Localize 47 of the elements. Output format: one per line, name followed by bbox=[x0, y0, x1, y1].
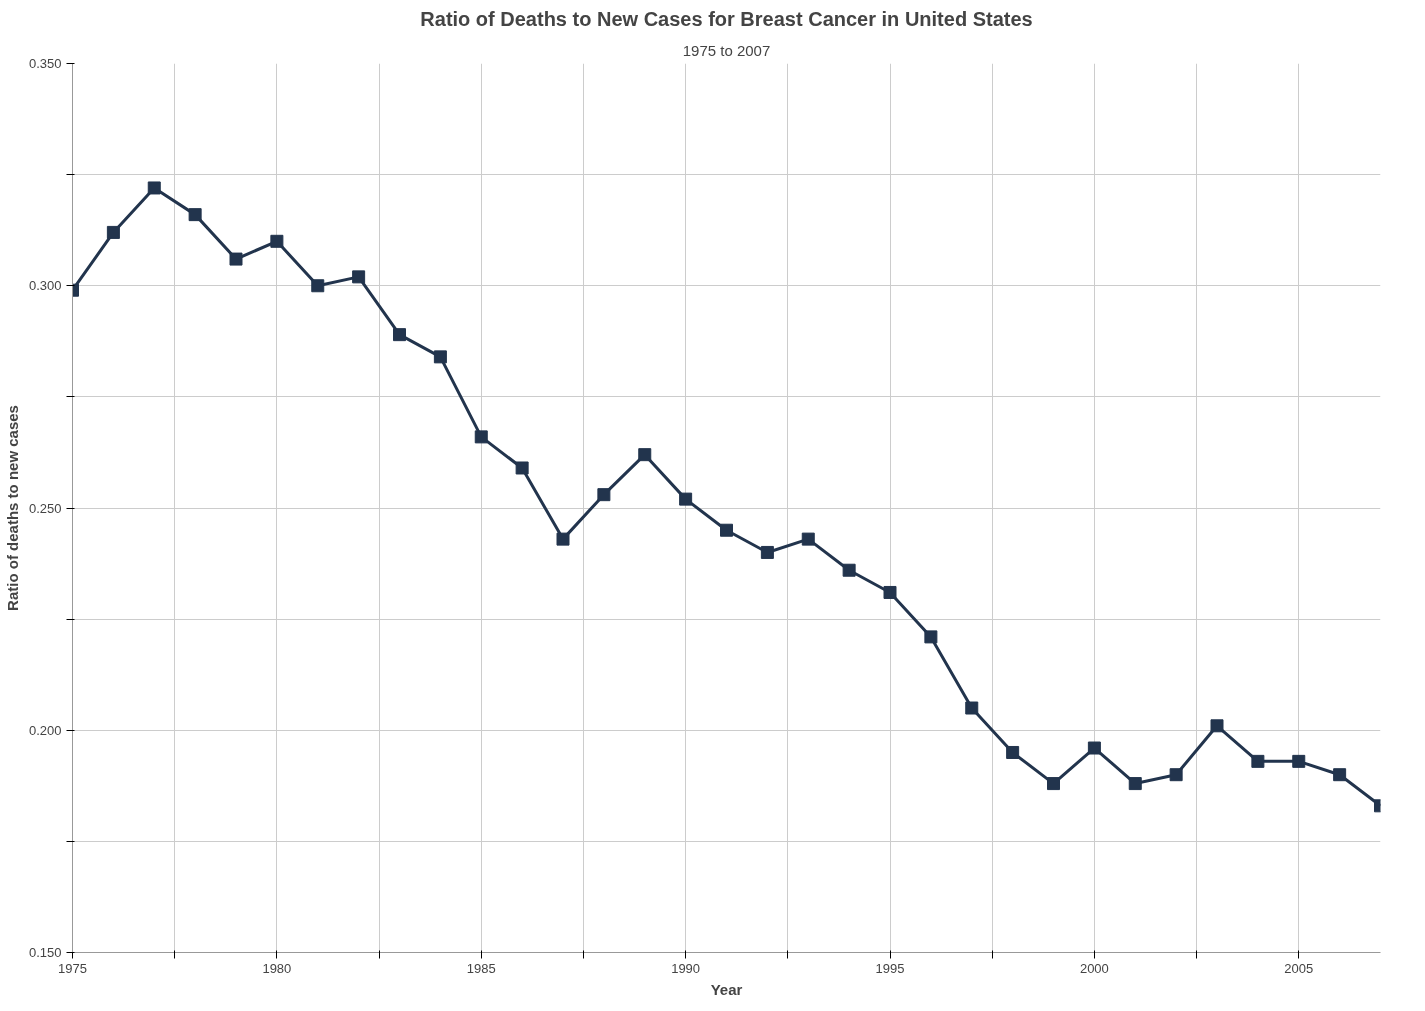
y-tick-label: 0.150 bbox=[28, 945, 62, 960]
point bbox=[801, 532, 815, 546]
point bbox=[842, 563, 856, 577]
point bbox=[147, 181, 161, 195]
x-tick-label: 1995 bbox=[875, 960, 905, 976]
point bbox=[515, 461, 529, 475]
point bbox=[1006, 745, 1020, 759]
point bbox=[924, 630, 938, 644]
y-tick-label: 0.300 bbox=[28, 278, 62, 294]
x-tick-label: 2005 bbox=[1284, 960, 1314, 976]
x-tick-label: 1990 bbox=[671, 960, 701, 976]
y-tick-label: 0.350 bbox=[28, 56, 62, 71]
point bbox=[1087, 741, 1101, 755]
point bbox=[1292, 754, 1306, 768]
x-tick-label: 2000 bbox=[1079, 960, 1109, 976]
chart-subtitle: 1975 to 2007 bbox=[682, 41, 771, 59]
chart-title: Ratio of Deaths to New Cases for Breast Cancer in United States bbox=[420, 7, 1033, 30]
point bbox=[433, 350, 447, 364]
point bbox=[883, 585, 897, 599]
point bbox=[1169, 768, 1183, 782]
y-tick-label: 0.250 bbox=[28, 500, 62, 516]
point bbox=[393, 328, 406, 342]
y-axis-title: Ratio of deaths to new cases bbox=[3, 405, 21, 611]
point bbox=[188, 208, 202, 222]
point bbox=[597, 488, 611, 502]
point bbox=[760, 545, 774, 559]
point bbox=[229, 252, 243, 266]
point bbox=[106, 225, 120, 239]
point bbox=[679, 492, 693, 506]
point bbox=[1128, 777, 1142, 791]
point bbox=[556, 532, 570, 546]
point bbox=[474, 430, 488, 444]
point bbox=[1210, 719, 1224, 733]
point bbox=[1047, 777, 1060, 791]
point bbox=[1333, 768, 1347, 782]
point bbox=[965, 701, 979, 715]
point bbox=[638, 448, 652, 462]
x-axis-title: Year bbox=[710, 980, 743, 998]
point bbox=[720, 523, 733, 537]
point bbox=[1251, 754, 1265, 768]
point bbox=[311, 279, 325, 293]
point bbox=[270, 234, 284, 248]
x-tick-label: 1985 bbox=[466, 960, 496, 976]
y-tick-label: 0.200 bbox=[28, 722, 62, 738]
point bbox=[352, 270, 366, 284]
x-tick-label: 1980 bbox=[262, 960, 292, 976]
x-tick-label: 1975 bbox=[58, 960, 87, 976]
